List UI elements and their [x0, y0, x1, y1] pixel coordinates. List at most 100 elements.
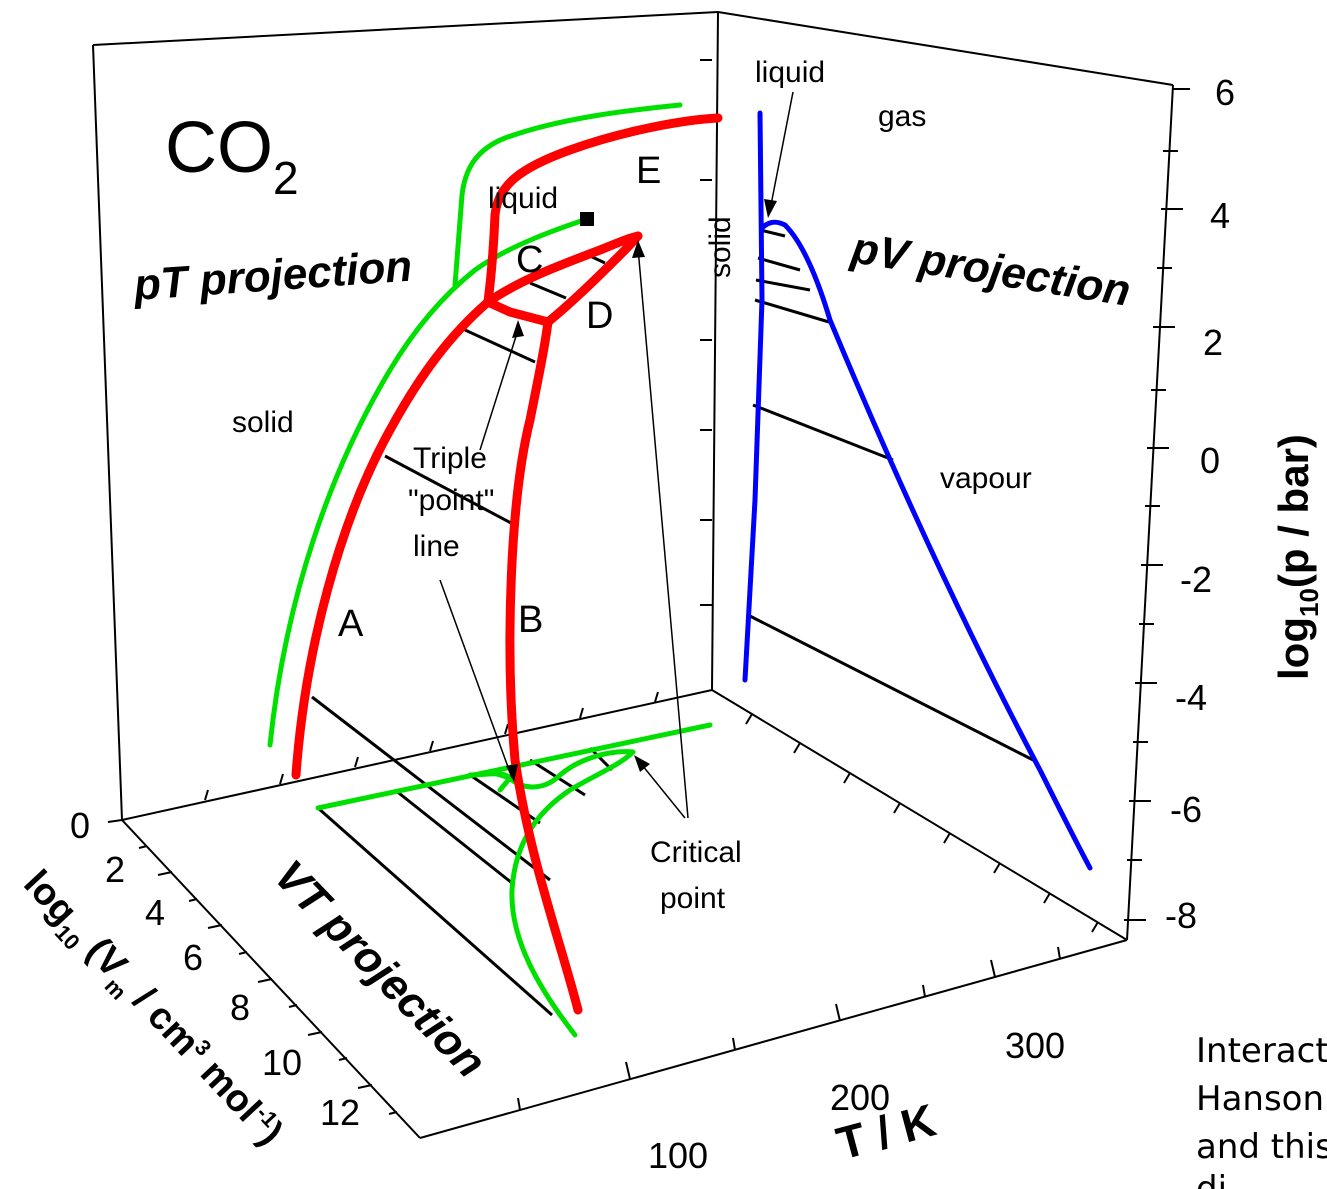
- arrow-triple-line-top: [479, 329, 519, 451]
- right-top-edge: [717, 11, 1174, 86]
- tick: [288, 1004, 298, 1008]
- tie-lines-3d: [311, 253, 606, 882]
- arrowhead: [764, 199, 777, 218]
- tick: [517, 1097, 521, 1111]
- tie-line: [754, 298, 830, 324]
- tick: [1043, 892, 1051, 904]
- curve-letter-E: E: [636, 150, 661, 192]
- floor-front-edge: [419, 939, 1128, 1139]
- tick: [1091, 921, 1099, 933]
- tie-line: [752, 403, 894, 462]
- annotation-line: point: [660, 882, 726, 915]
- tick: [188, 898, 198, 902]
- side-note-line: and this: [1196, 1127, 1327, 1167]
- t-tick-label: 300: [1005, 1025, 1065, 1066]
- back-axis-ticks: [700, 59, 712, 606]
- right-vertical-axis: [1126, 84, 1174, 941]
- p-tick-label: -4: [1175, 677, 1207, 718]
- red-curve-A: [291, 297, 493, 780]
- liquid-label-pv: liquid: [755, 56, 825, 89]
- tick: [338, 1057, 348, 1061]
- p-tick-label: 4: [1210, 195, 1230, 236]
- tick: [354, 756, 359, 768]
- tick: [732, 1037, 736, 1051]
- red-curve-E: [483, 113, 723, 307]
- tick: [922, 984, 926, 998]
- tick: [107, 819, 123, 823]
- critical-point-marker: [580, 212, 594, 226]
- green-solid-boundary-pT: [267, 215, 593, 748]
- curve-letter-B: B: [518, 599, 543, 641]
- gas-label: gas: [878, 100, 926, 133]
- tick: [793, 742, 801, 754]
- critical-point-annotation: Critical point: [650, 836, 742, 915]
- v-tick-label: 2: [105, 849, 125, 890]
- back-left-vertical-edge: [92, 44, 123, 821]
- red-curves: [291, 113, 723, 1015]
- side-note: Interact Hanson and this di: [1196, 1031, 1327, 1189]
- v-tick-label: 10: [262, 1042, 302, 1083]
- back-top-edge: [92, 11, 719, 46]
- tick: [843, 772, 851, 784]
- side-note-line: di: [1196, 1169, 1227, 1189]
- tie-line: [529, 281, 567, 300]
- red-triple-line: [483, 297, 553, 327]
- arrows: [439, 91, 794, 819]
- t-axis-tick-labels: 100 200 300: [648, 1025, 1065, 1176]
- side-note-line: Hanson: [1196, 1079, 1324, 1119]
- arrowhead: [512, 320, 524, 338]
- blue-curves: [742, 110, 1093, 871]
- tie-line: [747, 613, 1038, 764]
- arrow-critical-pt: [637, 247, 689, 819]
- tick: [893, 802, 901, 814]
- tick: [307, 1031, 323, 1036]
- compound-title: CO2: [165, 108, 299, 204]
- liquid-label-pt: liquid: [488, 182, 558, 215]
- tick: [579, 707, 584, 719]
- v-tick-label: 4: [145, 892, 165, 933]
- p-tick-label: 2: [1203, 322, 1223, 363]
- p-tick-label: 0: [1200, 440, 1220, 481]
- tie-line: [755, 278, 811, 292]
- p-axis-label: log10(p / bar): [1270, 434, 1324, 680]
- tick: [504, 723, 509, 735]
- arrowhead: [506, 764, 518, 782]
- tick: [138, 845, 148, 849]
- t-tick-label: 100: [648, 1135, 708, 1176]
- blue-coexistence-dome: [759, 219, 1093, 871]
- p-axis-ticks: [1124, 88, 1190, 921]
- tick: [257, 978, 273, 983]
- t-tick-label: 200: [830, 1077, 890, 1118]
- green-vt-triple-tip: [487, 769, 513, 793]
- tie-line: [317, 806, 553, 1017]
- p-axis-tick-labels: 6 4 2 0 -2 -4 -6 -8: [1165, 72, 1235, 936]
- arrow-critical-vt: [637, 759, 686, 819]
- tie-line: [311, 695, 551, 882]
- tick: [238, 951, 248, 955]
- tick: [157, 871, 173, 876]
- tick: [207, 924, 223, 929]
- vapour-label: vapour: [940, 462, 1032, 495]
- floor-right-edge: [711, 689, 1128, 941]
- annotation-line: line: [413, 530, 460, 563]
- arrowhead: [634, 755, 650, 772]
- tick: [745, 713, 753, 725]
- tick: [835, 1003, 841, 1022]
- tie-line: [394, 788, 513, 885]
- v-tick-label: 6: [183, 937, 203, 978]
- t-axis-ticks: [517, 946, 1061, 1111]
- v-tick-label: 8: [230, 987, 250, 1028]
- floor-back-edge: [121, 689, 713, 821]
- tick: [943, 832, 951, 844]
- solid-label-pv: solid: [704, 216, 737, 278]
- tie-line: [759, 228, 786, 238]
- tick: [429, 740, 434, 752]
- tick: [654, 691, 659, 703]
- p-tick-label: -2: [1180, 559, 1212, 600]
- tick: [625, 1061, 631, 1080]
- red-curve-B: [505, 317, 583, 1015]
- tie-lines-pv: [747, 228, 1038, 764]
- arrow-liquid-pv: [769, 91, 794, 211]
- green-solid-boundary-upper: [452, 102, 683, 288]
